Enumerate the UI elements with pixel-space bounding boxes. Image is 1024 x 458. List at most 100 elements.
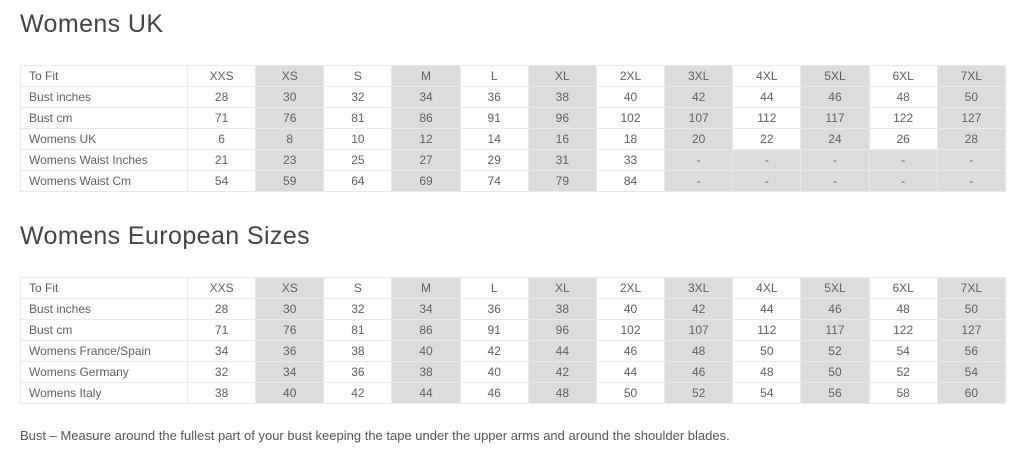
size-cell: 54 — [732, 382, 802, 404]
size-cell: 48 — [664, 340, 734, 362]
size-cell: 34 — [391, 86, 461, 108]
size-column-header: M — [391, 277, 461, 299]
size-cell: 59 — [255, 170, 325, 192]
size-cell: 117 — [800, 319, 870, 341]
row-label-header: To Fit — [20, 65, 188, 87]
size-cell: 81 — [323, 319, 393, 341]
size-cell: 32 — [323, 298, 393, 320]
size-cell: - — [732, 149, 802, 171]
size-cell: 26 — [868, 128, 938, 150]
size-cell: 52 — [868, 361, 938, 383]
size-cell: 38 — [186, 382, 257, 404]
row-label: Womens Waist Inches — [20, 149, 188, 171]
size-cell: 50 — [936, 298, 1007, 320]
size-cell: 27 — [391, 149, 461, 171]
size-cell: 48 — [868, 298, 938, 320]
size-cell: 44 — [732, 86, 802, 108]
section-title-womens-european: Womens European Sizes — [20, 222, 311, 250]
size-cell: 42 — [323, 382, 393, 404]
size-column-header: XL — [527, 65, 597, 87]
row-label: Womens Waist Cm — [20, 170, 188, 192]
size-cell: 33 — [595, 149, 666, 171]
size-cell: - — [800, 170, 870, 192]
size-column-header: XL — [527, 277, 597, 299]
size-column-header: 5XL — [800, 277, 870, 299]
size-column-header: L — [459, 277, 529, 299]
table-row: Bust cm 71 76 81 86 91 96 102 107 112 117 122 127 — [20, 107, 1007, 129]
size-cell: 81 — [323, 107, 393, 129]
size-cell: 48 — [732, 361, 802, 383]
row-label: Womens France/Spain — [20, 340, 188, 362]
size-column-header: 5XL — [800, 65, 870, 87]
size-column-header: 6XL — [868, 277, 938, 299]
size-column-header: L — [459, 65, 529, 87]
size-cell: 22 — [732, 128, 802, 150]
size-cell: 96 — [527, 319, 597, 341]
row-label: Bust inches — [20, 298, 188, 320]
size-cell: 86 — [391, 107, 461, 129]
size-cell: 76 — [255, 319, 325, 341]
table-row: Womens Waist Cm 54 59 64 69 74 79 84- - - - - — [20, 170, 1007, 192]
size-cell: 58 — [868, 382, 938, 404]
size-cell: 86 — [391, 319, 461, 341]
size-cell: 74 — [459, 170, 529, 192]
size-cell: 112 — [732, 107, 802, 129]
size-cell: 91 — [459, 107, 529, 129]
size-cell: 46 — [459, 382, 529, 404]
size-cell: - — [732, 170, 802, 192]
size-column-header: 2XL — [595, 277, 666, 299]
size-cell: 127 — [936, 319, 1007, 341]
table-row: Womens Italy 38 40 42 44 46 48 50 52 54 56 58 60 — [20, 382, 1007, 404]
size-cell: - — [936, 149, 1007, 171]
size-cell: 46 — [595, 340, 666, 362]
size-cell: 46 — [800, 86, 870, 108]
size-cell: 71 — [186, 319, 257, 341]
size-cell: 122 — [868, 319, 938, 341]
womens-uk-size-table: To Fit XXS XS S M L XL 2XL 3XL 4XL 5XL 6XL 7XL Bust i… — [20, 65, 1007, 192]
size-cell: 71 — [186, 107, 257, 129]
table-header-row: To Fit XXS XS S M L XL 2XL 3XL 4XL 5XL 6XL 7XL — [20, 65, 1007, 87]
size-cell: 50 — [595, 382, 666, 404]
size-cell: 24 — [800, 128, 870, 150]
size-cell: 50 — [936, 86, 1007, 108]
size-cell: 52 — [800, 340, 870, 362]
size-cell: 44 — [732, 298, 802, 320]
size-cell: 34 — [186, 340, 257, 362]
size-cell: 46 — [664, 361, 734, 383]
size-column-header: M — [391, 65, 461, 87]
size-cell: 112 — [732, 319, 802, 341]
size-cell: 36 — [459, 298, 529, 320]
size-cell: 31 — [527, 149, 597, 171]
row-label: Womens Germany — [20, 361, 188, 383]
size-cell: 40 — [595, 86, 666, 108]
size-cell: 12 — [391, 128, 461, 150]
size-column-header: 7XL — [936, 277, 1007, 299]
size-cell: 30 — [255, 298, 325, 320]
size-cell: 32 — [186, 361, 257, 383]
size-cell: 8 — [255, 128, 325, 150]
size-cell: 50 — [732, 340, 802, 362]
table-row: Bust inches 28 30 32 34 36 38 40 42 44 46 48 50 — [20, 86, 1007, 108]
size-cell: 102 — [595, 319, 666, 341]
size-cell: 38 — [527, 298, 597, 320]
size-cell: 42 — [459, 340, 529, 362]
row-label: Womens Italy — [20, 382, 188, 404]
size-column-header: XXS — [186, 277, 257, 299]
size-cell: 20 — [664, 128, 734, 150]
size-cell: 122 — [868, 107, 938, 129]
size-cell: 34 — [391, 298, 461, 320]
size-column-header: 3XL — [664, 277, 734, 299]
table-row: Womens Waist Inches 21 23 25 27 29 31 33- - - - - — [20, 149, 1007, 171]
size-cell: 56 — [800, 382, 870, 404]
size-cell: 79 — [527, 170, 597, 192]
size-cell: 44 — [595, 361, 666, 383]
size-cell: 38 — [527, 86, 597, 108]
size-cell: 84 — [595, 170, 666, 192]
row-label-header: To Fit — [20, 277, 188, 299]
size-cell: 36 — [459, 86, 529, 108]
size-cell: - — [664, 170, 734, 192]
size-cell: 14 — [459, 128, 529, 150]
table-row: Bust inches 28 30 32 34 36 38 40 42 44 46 48 50 — [20, 298, 1007, 320]
size-cell: - — [664, 149, 734, 171]
